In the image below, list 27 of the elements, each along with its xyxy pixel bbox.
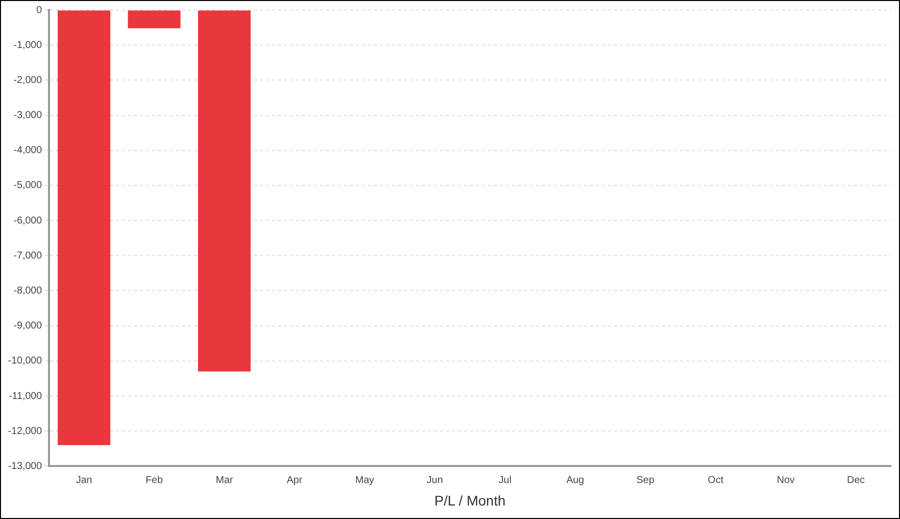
y-tick-label: -7,000	[14, 250, 42, 262]
x-tick-label: Jun	[426, 474, 443, 486]
x-tick-label: Mar	[216, 474, 234, 486]
x-tick-label: Dec	[847, 474, 865, 486]
x-tick-label: Oct	[708, 474, 724, 486]
y-tick-label: -12,000	[8, 426, 42, 437]
x-tick-label: May	[355, 474, 374, 486]
x-tick-label: Apr	[286, 474, 303, 486]
y-tick-label: -2,000	[14, 74, 42, 86]
y-tick-label: 0	[36, 4, 42, 16]
y-tick-label: -6,000	[14, 215, 42, 226]
x-tick-label: Jul	[498, 474, 512, 486]
x-tick-label: Feb	[146, 474, 164, 486]
x-tick-label: Nov	[776, 474, 795, 486]
y-tick-label: -1,000	[14, 40, 42, 51]
y-tick-label: -10,000	[8, 356, 42, 367]
x-axis-title: P/L / Month	[434, 492, 506, 508]
y-tick-label: -3,000	[14, 110, 42, 122]
x-tick-label: Jan	[76, 474, 92, 486]
x-tick-label: Sep	[636, 474, 655, 486]
y-tick-label: -11,000	[8, 390, 42, 402]
x-tick-label: Aug	[566, 474, 584, 486]
y-tick-label: -4,000	[14, 145, 42, 156]
y-tick-label: -8,000	[14, 285, 42, 296]
y-tick-label: -9,000	[14, 320, 42, 332]
y-tick-label: -5,000	[14, 180, 42, 192]
y-tick-label: -13,000	[8, 460, 42, 472]
